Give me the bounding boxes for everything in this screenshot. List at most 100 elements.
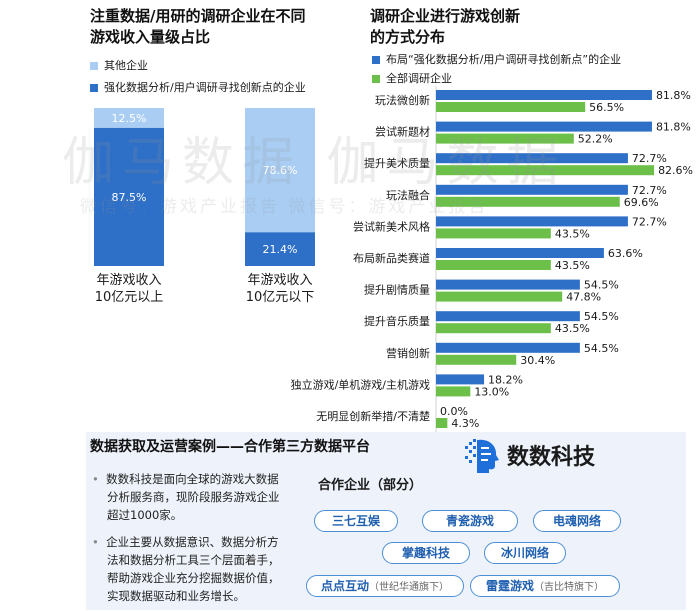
left-title-line-1: 注重数据/用研的调研企业在不同 [90,7,306,25]
bar [436,133,574,144]
left-legend-strengthen: 强化数据分析/用户调研寻找创新点的企业 [90,81,306,95]
bar [436,90,652,100]
partner-name: 点点互动 [320,579,369,593]
partner-chip: 青瓷游戏 [422,510,518,532]
bar [436,291,563,302]
bar-data-label: 43.5% [555,322,590,335]
right-chart-title: 调研企业进行游戏创新 的方式分布 [370,6,690,48]
partner-chip: 雷霆游戏（吉比特旗下） [470,575,620,597]
bar-data-label: 63.6% [608,247,643,260]
bar [436,184,628,195]
brand-head-icon [465,439,499,473]
bullet-1-line-2: 分析服务商，现阶段服务游戏企业 [107,490,280,504]
partner-sub: （吉比特旗下） [534,582,604,593]
bullet-2-text-1: 企业主要从数据意识、数据分析方 [106,535,279,549]
bullet-dot: • [92,535,107,549]
partner-chip: 掌趣科技 [382,542,470,564]
bar-data-label: 54.5% [584,310,619,323]
partners-title: 合作企业（部分） [318,478,423,493]
bullet-1-line-1: • 数数科技是面向全球的游戏大数据 [92,470,280,488]
partner-name: 三七互娱 [331,514,380,528]
bar [436,165,655,176]
bullet-dot: • [92,472,107,486]
bar-data-label: 12.5% [112,112,147,125]
right-legend-strengthen: 布局“强化数据分析/用户调研寻找创新点”的企业 [372,53,621,67]
bar [436,248,604,258]
bar-data-label: 4.3% [451,417,479,430]
left-chart: 注重数据/用研的调研企业在不同 游戏收入量级占比 其他企业 强化数据分析/用户调… [86,6,346,306]
bullet-1-line-3: 超过1000家。 [107,508,183,522]
bar-data-label: 52.2% [578,133,613,146]
bar [436,354,517,365]
partner-name: 青瓷游戏 [445,514,494,528]
bar [436,216,628,227]
bar-data-label: 81.8% [656,121,691,134]
bar-data-label: 54.5% [584,342,619,355]
bar [436,102,586,112]
bullet-2-line-2: 法和数据分析工具三个层面着手， [107,553,280,567]
category-label: 10亿元以上 [95,290,164,305]
right-title-line-1: 调研企业进行游戏创新 [370,7,521,25]
bar [436,260,551,270]
right-title-line-2: 的方式分布 [370,28,446,46]
category-label: 提升剧情质量 [364,284,430,297]
left-chart-title: 注重数据/用研的调研企业在不同 游戏收入量级占比 [90,6,305,48]
brand-name: 数数科技 [507,445,596,470]
bullet-1-text-1: 数数科技是面向全球的游戏大数据 [106,472,279,486]
partner-chip: 点点互动（世纪华通旗下） [306,575,464,597]
bar-data-label: 72.7% [632,184,667,197]
bar [436,121,652,132]
stacked-bar-segment [94,108,164,128]
category-label: 营销创新 [386,346,430,360]
category-label: 年游戏收入 [247,273,312,288]
category-label: 提升美术质量 [364,157,430,170]
bar-data-label: 0.0% [440,405,468,418]
partner-chip: 三七互娱 [314,510,398,532]
bullet-2-line-4: 实现数据驱动和业务增长。 [107,589,245,603]
category-label: 加码独立游戏/单机游戏/主机游戏 [290,377,430,391]
category-label: 年游戏收入 [96,273,161,288]
right-legend-all: 全部调研企业 [372,72,452,86]
bar-data-label: 43.5% [555,227,590,240]
bar-data-label: 54.5% [584,279,619,292]
right-chart: 调研企业进行游戏创新 的方式分布 布局“强化数据分析/用户调研寻找创新点”的企业… [370,6,690,85]
bullet-2: • 企业主要从数据意识、数据分析方 法和数据分析工具三个层面着手， 帮助游戏企业… [92,533,280,605]
legend-label-blue: 布局“强化数据分析/用户调研寻找创新点”的企业 [386,53,622,66]
category-label: 提升音乐质量 [364,314,430,328]
bar [436,386,471,397]
bar-data-label: 87.5% [112,191,147,204]
partner-chip: 电魂网络 [533,510,621,532]
bar [436,342,580,353]
bar-data-label: 13.0% [474,385,509,398]
bar-data-label: 82.6% [658,164,693,177]
partner-name: 雷霆游戏 [485,579,534,593]
stacked-bar-segment [245,232,315,266]
bar [436,311,580,322]
bar-data-label: 21.4% [263,243,298,256]
legend-label-green: 全部调研企业 [386,72,452,85]
partner-name: 冰川网络 [500,546,549,560]
category-label: 布局新品类赛道 [353,251,430,265]
right-horizontal-bar-chart: 玩法微创新 81.8% 56.5% 尝试新题材 81.8% 52.2% 提升美术质量 72.7… [290,86,693,434]
bar [436,323,551,334]
partner-name: 电魂网络 [552,514,601,528]
left-title-line-2: 游戏收入量级占比 [90,28,211,46]
stacked-bar-segment [245,108,315,233]
bar-data-label: 43.5% [555,259,590,272]
left-stacked-bar-chart: 87.5% 12.5% 年游戏收入 10亿元以上 21.4% 78.6% 年游戏收入 10亿元… [94,108,315,305]
bar [436,279,580,290]
bar-data-label: 30.4% [520,354,555,367]
category-label: 无明显创新举措/不清楚 [316,409,430,423]
brand-logo: 数数科技 [463,436,595,474]
bar [436,153,628,164]
bullet-2-line-3: 帮助游戏企业充分挖掘数据价值， [107,571,280,585]
bar-data-label: 18.2% [488,373,523,386]
bullet-2-line-1: • 企业主要从数据意识、数据分析方 [92,533,280,551]
bar [436,374,485,385]
category-label: 玩法微创新 [375,93,430,107]
legend-swatch-blue [372,56,380,64]
bullet-1: • 数数科技是面向全球的游戏大数据 分析服务商，现阶段服务游戏企业 超过1000… [92,470,280,524]
category-label: 玩法融合 [386,188,430,202]
bar [436,418,448,428]
legend-swatch-green [372,75,380,83]
